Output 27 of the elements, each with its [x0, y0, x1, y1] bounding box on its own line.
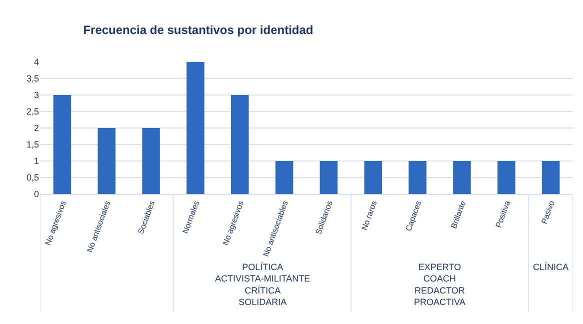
y-tick-label: 2 [34, 123, 39, 134]
y-tick-label: 1 [34, 156, 39, 166]
bar [98, 128, 116, 194]
y-tick-label: 0,5 [26, 172, 39, 183]
bar [408, 161, 426, 194]
bar [53, 95, 72, 194]
bar [275, 161, 294, 194]
text: CLÍNICA [533, 262, 569, 272]
y-tick-label: 3 [34, 90, 39, 100]
text: EXPERTO COACH REDACTOR PROACTIVA [414, 262, 466, 308]
bar [142, 128, 160, 194]
chart-title: Frecuencia de sustantivos por identidad [83, 23, 314, 38]
bar [453, 161, 471, 194]
y-tick-label: 1,5 [26, 140, 39, 150]
y-tick-label: 2,5 [26, 106, 39, 117]
y-tick-label: 4 [34, 57, 39, 68]
bar [364, 161, 382, 194]
bar [497, 161, 516, 194]
bar [230, 95, 249, 194]
bar [542, 161, 560, 194]
x-tick-label: Pasivo [540, 199, 557, 226]
y-tick-label: 0 [34, 189, 39, 200]
bar [320, 161, 338, 194]
text: POLÍTICA ACTIVISTA-MILITANTE CRÍTICA SOLIDARIA [215, 262, 310, 308]
x-tick-label: No raros [360, 200, 379, 232]
y-tick-label: 3,5 [26, 74, 39, 84]
bar [186, 62, 204, 194]
